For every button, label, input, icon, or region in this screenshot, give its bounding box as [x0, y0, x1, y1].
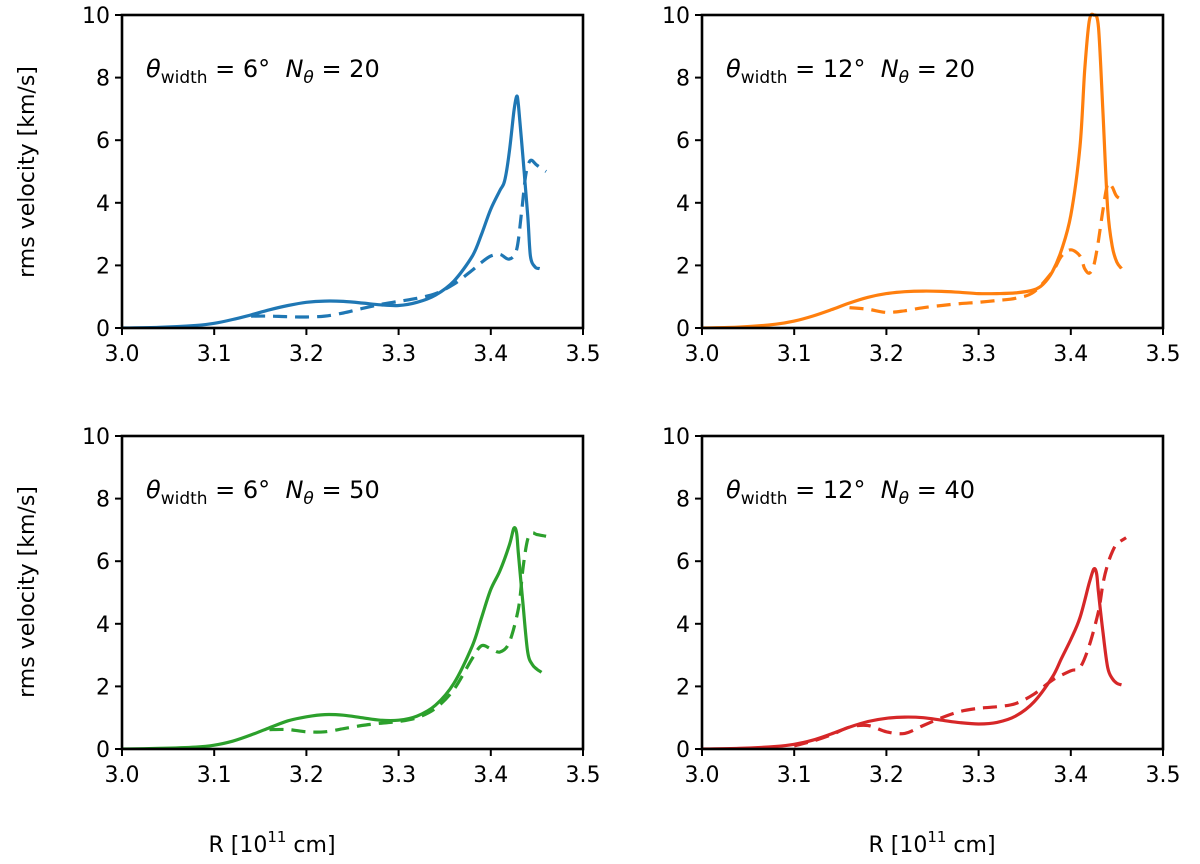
x-tick-label: 3.2: [289, 763, 324, 788]
x-tick-label: 3.0: [685, 763, 720, 788]
series-line-solid: [702, 566, 1122, 749]
panel-annotation: θwidth = 12° Nθ = 40: [726, 476, 975, 509]
y-tick-label: 8: [676, 67, 690, 92]
y-tick-label: 4: [96, 192, 110, 217]
series-group: [122, 94, 547, 328]
y-tick-label: 2: [676, 254, 690, 279]
x-tick-label: 3.5: [566, 763, 601, 788]
panel-annotation: θwidth = 6° Nθ = 20: [146, 55, 380, 88]
x-tick-label: 3.3: [961, 342, 996, 367]
series-group: [122, 525, 547, 749]
series-group: [702, 536, 1127, 749]
y-tick-label: 8: [96, 488, 110, 513]
y-tick-label: 6: [96, 550, 110, 575]
y-tick-label: 8: [96, 67, 110, 92]
y-tick-label: 4: [676, 613, 690, 638]
y-tick-label: 2: [676, 675, 690, 700]
x-tick-label: 3.1: [777, 342, 812, 367]
plot-frame: [700, 13, 1165, 330]
series-line-dashed: [849, 181, 1127, 315]
x-tick-label: 3.4: [473, 763, 508, 788]
panel-annotation: θwidth = 12° Nθ = 20: [726, 55, 975, 88]
panel-4: 3.0 3.1 3.2 3.3 3.4 3.5 0 2 4 6 8 10 θwidth = 12° Nθ…: [662, 425, 1181, 788]
y-tick-label: 0: [676, 317, 690, 342]
series-line-dashed: [793, 536, 1127, 748]
y-tick-label: 10: [662, 4, 690, 29]
plot-frame: [120, 13, 585, 330]
y-tick-label: 8: [676, 488, 690, 513]
x-tick-label: 3.4: [1053, 763, 1088, 788]
series-line-solid: [122, 94, 541, 328]
series-group: [702, 12, 1127, 328]
plot-frame: [700, 434, 1165, 751]
panels: 3.0 3.1 3.2 3.3 3.4 3.5 0 2 4 6 8 10 θwidth = 6° Nθ …: [82, 4, 1181, 788]
y-tick-label: 4: [676, 192, 690, 217]
x-tick-label: 3.1: [197, 342, 232, 367]
y-tick-label: 2: [96, 675, 110, 700]
ylabel-bottom: rms velocity [km/s]: [15, 486, 40, 698]
panel-1: 3.0 3.1 3.2 3.3 3.4 3.5 0 2 4 6 8 10 θwidth = 6° Nθ …: [82, 4, 601, 367]
x-tick-label: 3.3: [381, 763, 416, 788]
ylabel-top: rms velocity [km/s]: [15, 66, 40, 278]
series-line-dashed: [269, 531, 547, 734]
panel-3: 3.0 3.1 3.2 3.3 3.4 3.5 0 2 4 6 8 10 θwidth = 6° Nθ …: [82, 425, 601, 788]
x-tick-label: 3.4: [473, 342, 508, 367]
x-tick-label: 3.5: [1146, 763, 1181, 788]
x-tick-label: 3.5: [566, 342, 601, 367]
x-tick-label: 3.2: [289, 342, 324, 367]
xlabel-left: R [1011 cm]: [208, 828, 335, 858]
x-tick-label: 3.4: [1053, 342, 1088, 367]
x-tick-label: 3.5: [1146, 342, 1181, 367]
y-tick-label: 4: [96, 613, 110, 638]
panel-2: 3.0 3.1 3.2 3.3 3.4 3.5 0 2 4 6 8 10 θwidth = 12° Nθ…: [662, 4, 1181, 367]
x-tick-label: 3.3: [381, 342, 416, 367]
y-tick-label: 6: [676, 129, 690, 154]
xlabel-right: R [1011 cm]: [868, 828, 995, 858]
x-tick-label: 3.0: [105, 763, 140, 788]
x-tick-label: 3.0: [105, 342, 140, 367]
series-line-solid: [122, 525, 543, 749]
y-tick-label: 10: [82, 4, 110, 29]
y-tick-label: 6: [676, 550, 690, 575]
x-tick-label: 3.2: [869, 342, 904, 367]
plot-frame: [120, 434, 585, 751]
x-tick-label: 3.0: [685, 342, 720, 367]
series-line-dashed: [251, 158, 547, 319]
series-line-solid: [702, 12, 1123, 328]
y-tick-label: 0: [96, 317, 110, 342]
x-tick-label: 3.1: [197, 763, 232, 788]
panel-annotation: θwidth = 6° Nθ = 50: [146, 476, 380, 509]
y-tick-label: 6: [96, 129, 110, 154]
x-tick-label: 3.3: [961, 763, 996, 788]
x-tick-label: 3.2: [869, 763, 904, 788]
y-tick-label: 2: [96, 254, 110, 279]
x-tick-label: 3.1: [777, 763, 812, 788]
y-tick-label: 10: [82, 425, 110, 450]
y-tick-label: 0: [676, 738, 690, 763]
y-tick-label: 0: [96, 738, 110, 763]
y-tick-label: 10: [662, 425, 690, 450]
